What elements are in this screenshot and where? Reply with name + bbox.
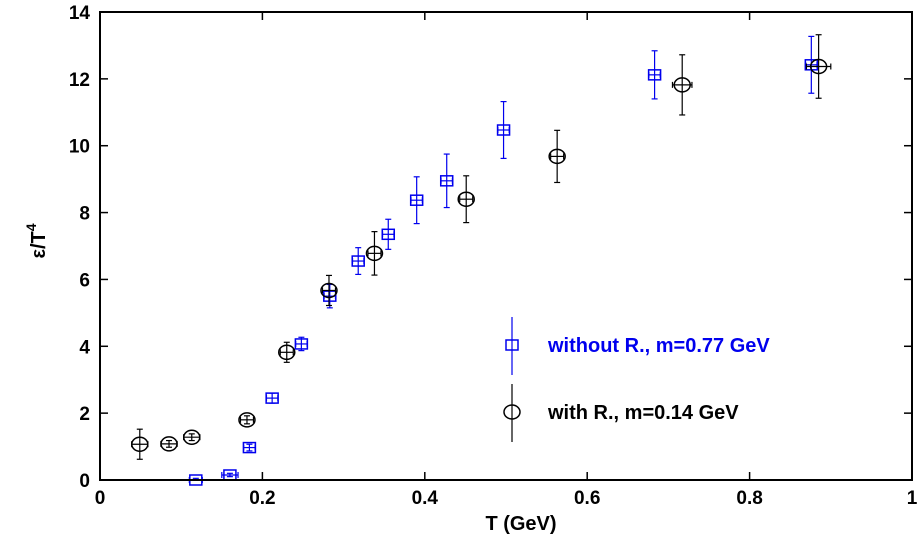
- data-point: [242, 441, 257, 454]
- data-point: [805, 34, 832, 99]
- data-point: [439, 153, 454, 209]
- data-point: [131, 428, 149, 460]
- circle-marker: [160, 436, 178, 452]
- y-tick-label: 12: [69, 70, 90, 91]
- legend-label: without R., m=0.77 GeV: [547, 335, 770, 357]
- data-point: [381, 218, 396, 250]
- legend-square-marker: [505, 339, 519, 351]
- x-tick-label: 0: [95, 488, 106, 509]
- data-point: [294, 336, 309, 352]
- square-marker: [409, 194, 424, 206]
- data-point: [183, 429, 201, 445]
- y-axis-label-superscript: 4: [23, 223, 39, 231]
- x-tick-label: 0.8: [736, 488, 762, 509]
- data-point: [221, 469, 239, 481]
- chart-marks: [131, 34, 832, 486]
- series-without-r: [188, 35, 819, 486]
- data-point: [160, 436, 178, 452]
- x-tick-label: 0.4: [412, 488, 439, 509]
- y-axis-label-main: ε/T: [28, 231, 50, 258]
- circle-marker: [320, 282, 338, 299]
- square-marker: [496, 124, 511, 136]
- data-point: [320, 274, 338, 307]
- data-point: [671, 54, 693, 116]
- data-point: [238, 412, 256, 428]
- x-tick-label: 0.2: [249, 488, 275, 509]
- data-point: [278, 341, 296, 363]
- circle-marker: [365, 245, 384, 262]
- square-marker: [381, 228, 396, 241]
- legend-label: with R., m=0.14 GeV: [547, 402, 739, 424]
- x-tick-label: 0.6: [574, 488, 600, 509]
- data-point: [409, 176, 424, 225]
- y-tick-label: 14: [69, 3, 91, 24]
- circle-marker: [809, 58, 828, 75]
- y-tick-label: 2: [79, 404, 90, 425]
- circle-marker: [278, 344, 296, 361]
- data-point: [351, 247, 365, 276]
- y-tick-label: 8: [79, 204, 90, 225]
- circle-marker: [238, 412, 256, 428]
- data-point: [265, 392, 279, 404]
- legend: without R., m=0.77 GeV with R., m=0.14 Ge…: [503, 317, 770, 442]
- data-point: [548, 129, 566, 184]
- legend-item: without R., m=0.77 GeV: [505, 317, 770, 375]
- circle-marker: [457, 191, 475, 207]
- data-point: [457, 175, 475, 224]
- legend-circle-marker: [503, 404, 521, 420]
- square-marker: [351, 255, 365, 267]
- square-marker: [294, 338, 309, 350]
- y-tick-label: 0: [79, 471, 90, 492]
- data-point: [647, 50, 662, 100]
- circle-marker: [183, 429, 201, 445]
- plot-frame: [99, 11, 913, 481]
- circle-marker: [548, 148, 566, 165]
- circle-marker: [673, 77, 691, 93]
- data-point: [365, 231, 384, 276]
- y-axis-label: ε/T4: [23, 223, 50, 258]
- square-marker: [265, 392, 279, 404]
- x-tick-label: 1: [907, 488, 918, 509]
- x-axis-label: T (GeV): [485, 513, 556, 535]
- circle-marker: [131, 436, 149, 452]
- svg-text:ε/T4: ε/T4: [23, 223, 50, 258]
- legend-item: with R., m=0.14 GeV: [503, 384, 739, 442]
- data-point: [496, 100, 511, 160]
- square-marker: [242, 441, 257, 454]
- y-tick-label: 6: [79, 270, 90, 291]
- y-tick-label: 4: [79, 337, 90, 358]
- square-marker: [439, 175, 454, 187]
- y-tick-label: 10: [69, 137, 90, 158]
- series-with-r: [131, 34, 832, 460]
- square-marker: [647, 69, 662, 81]
